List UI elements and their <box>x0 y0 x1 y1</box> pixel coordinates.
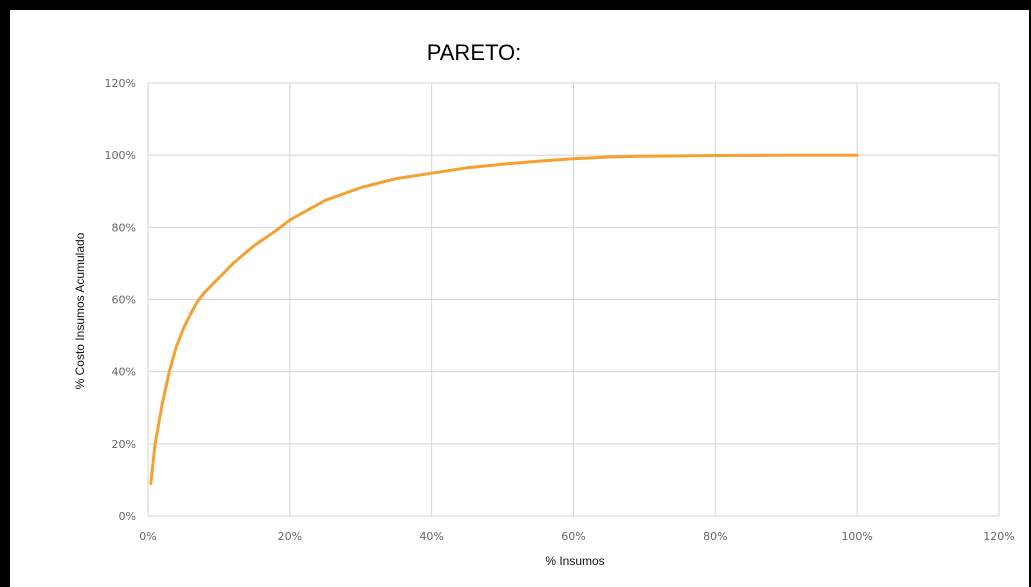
y-tick-label: 20% <box>112 438 136 451</box>
grid <box>147 82 1000 517</box>
chart-frame: 0% 20% 40% 60% 80% 100% 120% 0% 20% 40% 60% 80% 100… <box>10 10 1029 587</box>
chart-title: PARETO: <box>427 40 522 65</box>
y-tick-label: 120% <box>105 77 136 90</box>
x-tick-label: 20% <box>278 530 302 543</box>
x-tick-label: 100% <box>841 530 872 543</box>
y-tick-label: 40% <box>112 366 136 379</box>
x-tick-label: 0% <box>139 530 156 543</box>
y-tick-label: 80% <box>112 221 136 234</box>
series-line <box>149 153 859 485</box>
x-axis-label: % Insumos <box>545 554 604 568</box>
x-tick-label: 120% <box>983 530 1014 543</box>
x-tick-label: 40% <box>419 530 443 543</box>
x-tick-labels: 0% 20% 40% 60% 80% 100% 120% <box>139 530 1014 543</box>
x-tick-label: 80% <box>703 530 727 543</box>
pareto-chart: 0% 20% 40% 60% 80% 100% 120% 0% 20% 40% 60% 80% 100… <box>73 40 1015 568</box>
y-tick-label: 60% <box>112 294 136 307</box>
y-tick-label: 100% <box>105 149 136 162</box>
y-tick-label: 0% <box>119 510 136 523</box>
y-axis-label: % Costo Insumos Acumulado <box>73 232 87 389</box>
x-tick-label: 60% <box>561 530 585 543</box>
y-tick-labels: 0% 20% 40% 60% 80% 100% 120% <box>105 77 136 523</box>
